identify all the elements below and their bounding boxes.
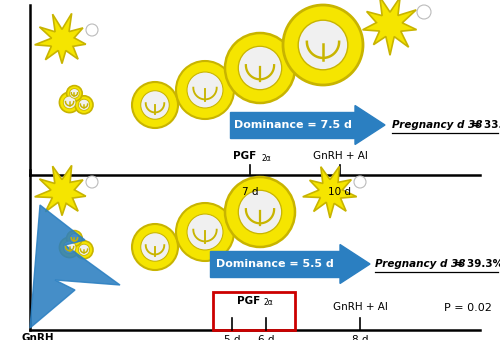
Circle shape	[298, 20, 348, 70]
Circle shape	[66, 86, 82, 101]
Circle shape	[78, 99, 90, 110]
Circle shape	[238, 46, 282, 90]
Circle shape	[187, 72, 223, 108]
Text: = 39.3%: = 39.3%	[451, 259, 500, 269]
Text: Dominance = 7.5 d: Dominance = 7.5 d	[234, 120, 352, 130]
Text: 5 d: 5 d	[224, 335, 240, 340]
Bar	[213, 292, 295, 330]
Circle shape	[86, 24, 98, 36]
Circle shape	[75, 241, 93, 259]
Text: 6 d: 6 d	[258, 335, 274, 340]
Circle shape	[70, 234, 79, 243]
Text: P = 0.02: P = 0.02	[444, 303, 492, 313]
Circle shape	[225, 33, 295, 103]
Polygon shape	[303, 166, 356, 218]
Circle shape	[176, 61, 234, 119]
Bar	[210, 251, 340, 277]
Circle shape	[75, 96, 93, 114]
Text: 2α: 2α	[264, 298, 274, 307]
Text: = 33.9%: = 33.9%	[468, 120, 500, 130]
Circle shape	[176, 203, 234, 261]
Text: GnRH + AI: GnRH + AI	[332, 302, 388, 312]
Text: PGF: PGF	[238, 296, 260, 306]
Text: 7 d: 7 d	[242, 187, 258, 197]
Circle shape	[140, 91, 170, 119]
Circle shape	[140, 233, 170, 261]
Circle shape	[78, 244, 90, 255]
Circle shape	[187, 214, 223, 250]
Text: 10 d: 10 d	[328, 187, 351, 197]
Circle shape	[60, 237, 80, 258]
Text: PGF: PGF	[234, 151, 256, 161]
Circle shape	[132, 224, 178, 270]
Text: Dominance = 5.5 d: Dominance = 5.5 d	[216, 259, 334, 269]
Text: Pregnancy d 38: Pregnancy d 38	[375, 259, 466, 269]
Polygon shape	[362, 0, 416, 55]
Circle shape	[60, 92, 80, 113]
Polygon shape	[355, 105, 385, 144]
Polygon shape	[340, 244, 370, 284]
Circle shape	[283, 5, 363, 85]
Polygon shape	[34, 165, 86, 216]
Text: 8 d: 8 d	[352, 335, 368, 340]
Circle shape	[417, 5, 431, 19]
Circle shape	[86, 176, 98, 188]
Bar	[230, 112, 355, 138]
Circle shape	[64, 241, 76, 254]
Text: GnRH + AI: GnRH + AI	[312, 151, 368, 161]
Circle shape	[70, 88, 79, 98]
Circle shape	[132, 82, 178, 128]
Polygon shape	[30, 205, 120, 328]
Polygon shape	[34, 13, 86, 64]
Text: Pregnancy d 38: Pregnancy d 38	[392, 120, 482, 130]
Text: 2α: 2α	[262, 154, 272, 163]
Circle shape	[225, 177, 295, 247]
Circle shape	[354, 176, 366, 188]
Circle shape	[238, 190, 282, 234]
Circle shape	[66, 231, 82, 246]
Circle shape	[64, 96, 76, 109]
Text: GnRH: GnRH	[22, 333, 54, 340]
